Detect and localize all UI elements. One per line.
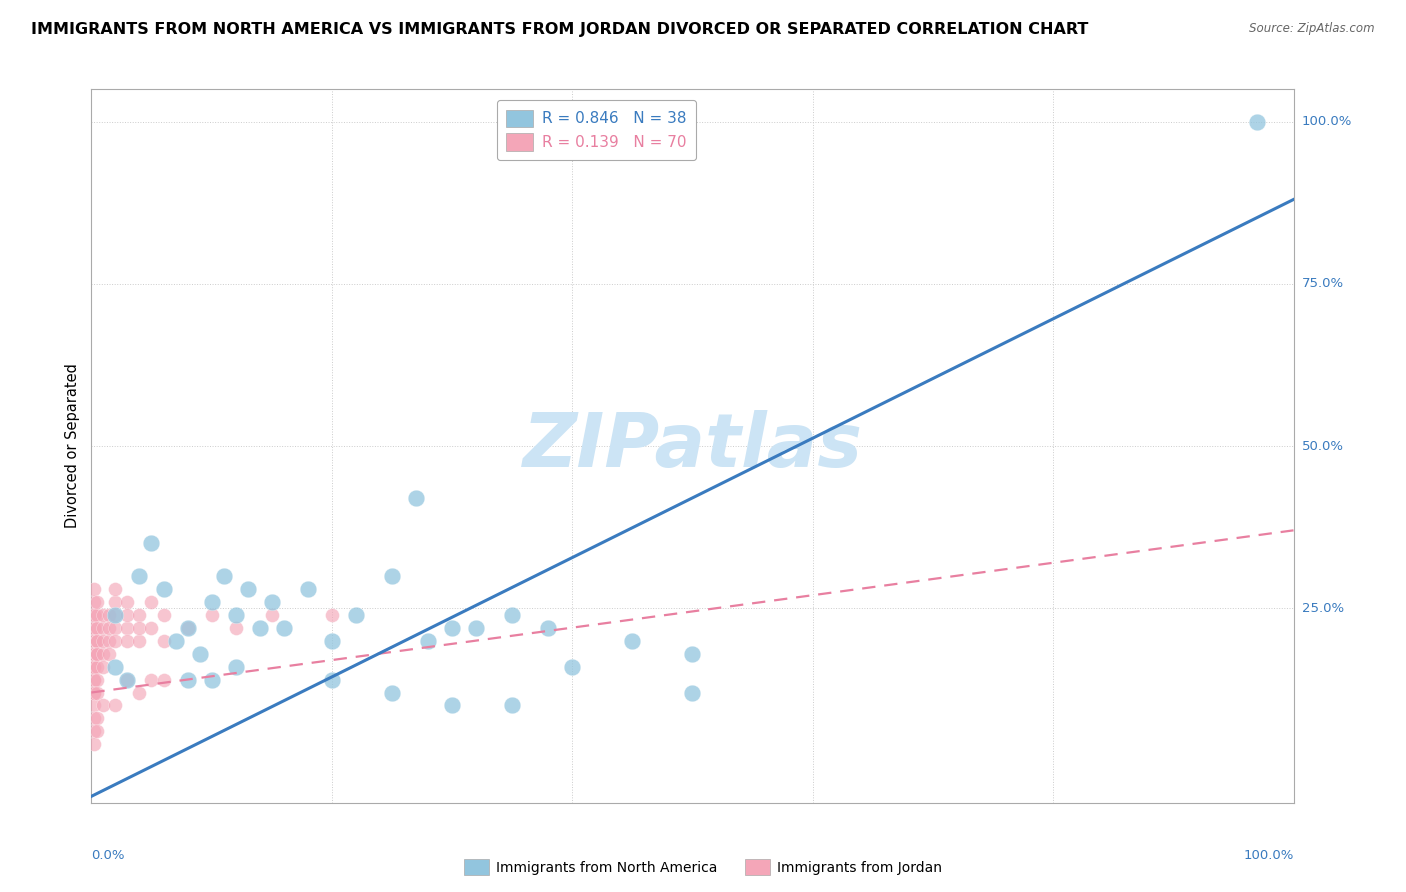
Text: 50.0%: 50.0%: [1302, 440, 1344, 452]
Text: 25.0%: 25.0%: [1302, 602, 1344, 615]
Text: ZIPatlas: ZIPatlas: [523, 409, 862, 483]
Text: 100.0%: 100.0%: [1243, 849, 1294, 863]
Y-axis label: Divorced or Separated: Divorced or Separated: [65, 364, 80, 528]
Text: 100.0%: 100.0%: [1302, 115, 1353, 128]
Text: 0.0%: 0.0%: [91, 849, 125, 863]
Legend: R = 0.846   N = 38, R = 0.139   N = 70: R = 0.846 N = 38, R = 0.139 N = 70: [496, 101, 696, 161]
Legend: Immigrants from North America, Immigrants from Jordan: Immigrants from North America, Immigrant…: [458, 854, 948, 880]
Text: Source: ZipAtlas.com: Source: ZipAtlas.com: [1250, 22, 1375, 36]
Text: IMMIGRANTS FROM NORTH AMERICA VS IMMIGRANTS FROM JORDAN DIVORCED OR SEPARATED CO: IMMIGRANTS FROM NORTH AMERICA VS IMMIGRA…: [31, 22, 1088, 37]
Text: 75.0%: 75.0%: [1302, 277, 1344, 290]
